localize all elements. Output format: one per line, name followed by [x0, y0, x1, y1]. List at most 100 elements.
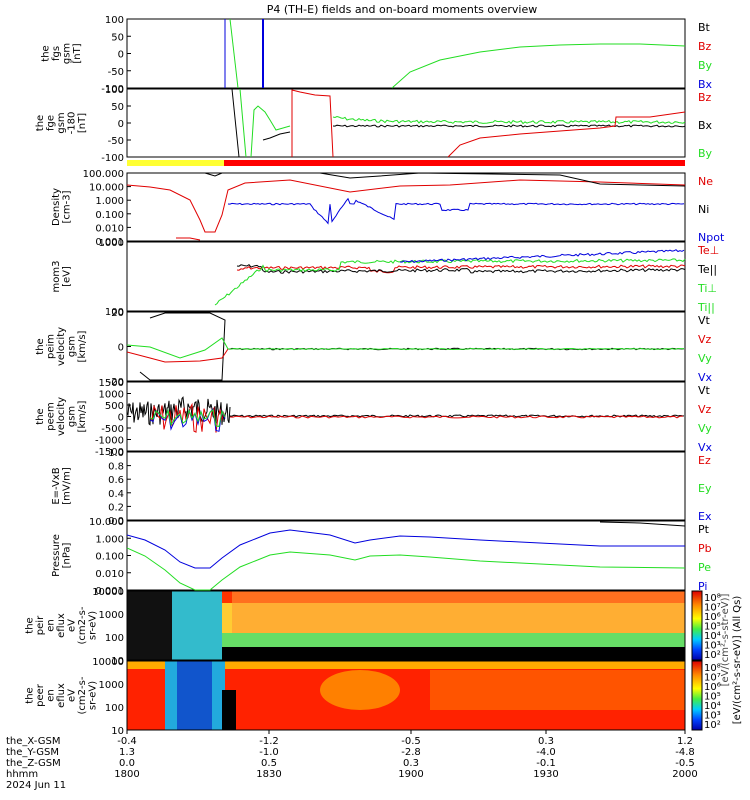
legend-entry: Ne: [698, 175, 713, 188]
fgs-by-trace: [391, 43, 686, 89]
density-ni-trace: [204, 172, 686, 187]
y-axis-label-line: en: [46, 619, 57, 632]
y-axis-label-line: peir: [35, 615, 46, 635]
x-row-value: -0.4: [117, 736, 137, 747]
legend-entry: Vz: [698, 333, 712, 346]
colorbar-label-overlay: [eV/(cm²-s-str-eV)]: [720, 593, 731, 686]
peim-vy-trace: [227, 347, 685, 351]
y-axis-label: E=-VxB [mV/m]: [51, 467, 73, 505]
y-axis-label-line: gsm: [56, 112, 67, 133]
y-tick-label: 10000: [92, 657, 124, 668]
y-tick-label: 500: [105, 401, 124, 412]
temp-te-perp-trace: [236, 264, 686, 274]
pressure-pe-trace: [126, 547, 686, 591]
density-ne-trace: [176, 237, 201, 241]
legend-entry: Bt: [698, 21, 711, 34]
y-axis-label-line: the: [25, 617, 36, 633]
y-axis-label: the fge gsm -180 [nT]: [35, 112, 88, 135]
colorbar-tick: 10⁶: [704, 612, 721, 623]
legend-entry: Bz: [698, 91, 712, 104]
colorbar-tick: 10²: [704, 650, 721, 661]
legend-entry: Vy: [698, 422, 712, 435]
y-tick-label: 1000: [99, 390, 124, 401]
legend-entry: Te||: [697, 263, 717, 276]
pressure-pi-trace: [126, 529, 685, 569]
y-tick-label: 0: [118, 50, 124, 61]
y-tick-label: 0.4: [108, 489, 124, 500]
temp-ti-blue-trace: [399, 249, 685, 263]
fge-by-trace: [250, 105, 291, 158]
legend-entry: Bz: [698, 40, 712, 53]
y-axis-label-line: [km/s]: [77, 330, 88, 362]
panel-peim: 20 0 -20 the peim velocity gsm [km/s] Vt Vz Vy Vx: [35, 308, 713, 388]
panel-frame: [126, 590, 686, 661]
y-axis-label-line: Pressure: [51, 534, 62, 577]
x-row-value: 0.3: [403, 758, 419, 769]
y-axis-label-line: peem: [46, 402, 57, 430]
y-axis-label-line: eflux: [56, 613, 67, 638]
colorbar-label-overlay-text: [eV/(cm²-s-str-eV)]: [720, 593, 731, 686]
panel-frame: [126, 88, 686, 158]
y-tick-label: 100: [105, 15, 124, 26]
y-tick-label: 10.000: [89, 183, 124, 194]
y-tick-label: 0.2: [108, 502, 124, 513]
legend-entry: Vt: [698, 384, 711, 397]
peim-vt-trace: [139, 312, 226, 381]
y-axis-label-line: [mV/m]: [61, 467, 72, 505]
legend-entry: Bx: [698, 119, 713, 132]
y-tick-label: 1000: [99, 238, 124, 249]
y-axis-label-line: gsm: [61, 43, 72, 64]
pressure-pt-trace: [599, 521, 686, 527]
colorbar-tick: 10⁵: [704, 622, 721, 633]
y-tick-label: 0.0: [108, 516, 124, 527]
y-axis-label-line: the: [35, 115, 46, 131]
colorbar-tick: 10³: [704, 641, 721, 652]
legend-entry: Vz: [698, 403, 712, 416]
y-tick-label: 0.100: [95, 210, 124, 221]
peir-spectrogram-band: [127, 591, 172, 660]
peem-vy-trace: [149, 408, 226, 428]
y-tick-label: 1.000: [95, 534, 124, 545]
y-axis-label-line: peer: [35, 683, 46, 707]
y-axis-label-line: gsm: [67, 336, 78, 357]
panel-frame: [126, 172, 686, 242]
y-axis-label-line: gsm: [67, 406, 78, 427]
x-row-value: -0.5: [675, 758, 695, 769]
legend-entry: Ti⊥: [697, 282, 717, 295]
temp-ti-trace: [214, 258, 686, 306]
colorbar-tick: 10⁶: [704, 682, 721, 693]
legend-entry: Ey: [698, 482, 712, 495]
y-axis-label-line: -180: [67, 112, 78, 135]
y-axis-label-line: the: [35, 338, 46, 354]
peir-spectrogram-band: [127, 633, 685, 647]
x-row-value: -4.0: [536, 747, 556, 758]
y-tick-label: 1.000: [95, 196, 124, 207]
x-row-label: hhmm: [6, 769, 38, 780]
y-axis-label-line: velocity: [56, 397, 67, 436]
y-tick-label: 100: [105, 703, 124, 714]
y-axis-label-line: the: [25, 687, 36, 703]
legend-entry: Ez: [698, 454, 711, 467]
x-row-value: 1.2: [677, 736, 693, 747]
fge-by-trace: [239, 88, 247, 158]
y-axis-label-line: Density: [51, 188, 62, 226]
fgs-by-trace: [229, 18, 239, 89]
x-row-value: 1830: [256, 769, 281, 780]
colorbar-tick: 10³: [704, 711, 721, 722]
y-tick-label: 20: [111, 308, 124, 319]
x-row-value: 1930: [533, 769, 558, 780]
x-row-value: -4.8: [675, 747, 695, 758]
page-title: P4 (TH-E) fields and on-board moments ov…: [267, 3, 538, 16]
x-row-value: 0.5: [261, 758, 277, 769]
legend-entry: Vy: [698, 352, 712, 365]
x-row-value: 2000: [672, 769, 697, 780]
y-axis-label-line: eV: [67, 689, 78, 702]
panel-peer: 10000 1000 100 10 the peer en eflux eV (cm2-s-sr-…: [25, 657, 131, 737]
y-axis-label-line: [nPa]: [61, 542, 72, 568]
panel-fgs: 100 50 0 -50 -100 the fgs gsm [nT] Bt Bz By Bx: [40, 15, 712, 95]
y-tick-label: -1500: [95, 447, 124, 458]
y-axis-label: the peem velocity gsm [km/s]: [35, 397, 88, 436]
peir-spectrogram-band: [172, 591, 222, 660]
y-axis-label-line: sr-eV): [88, 611, 99, 640]
